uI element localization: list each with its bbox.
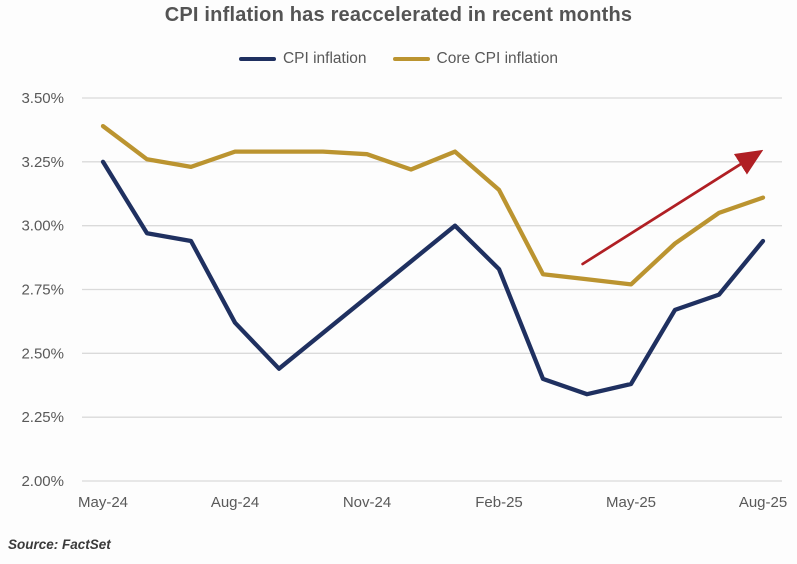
cpi-line-swatch <box>238 56 276 62</box>
x-axis-label: May-25 <box>606 494 656 511</box>
x-axis-label: May-24 <box>78 494 128 511</box>
legend-item-cpi: CPI inflation <box>238 50 367 68</box>
y-axis-labels: 3.50% 3.25% 3.00% 2.75% 2.50% 2.25% 2.00% <box>21 90 64 490</box>
legend-item-core-cpi: Core CPI inflation <box>392 50 559 68</box>
gridlines <box>82 97 782 482</box>
y-axis-label: 2.50% <box>21 345 64 362</box>
core-cpi-line-swatch <box>392 56 430 62</box>
source-note: Source: FactSet <box>8 537 111 552</box>
chart-title: CPI inflation has reaccelerated in recen… <box>164 4 633 26</box>
x-axis-label: Aug-24 <box>211 494 259 511</box>
trend-arrow <box>581 149 764 266</box>
x-axis-label: Nov-24 <box>343 494 391 511</box>
core-cpi-line <box>100 123 766 287</box>
y-axis-label: 2.00% <box>21 473 64 490</box>
y-axis-label: 2.25% <box>21 409 64 426</box>
x-axis-label: Feb-25 <box>475 494 523 511</box>
y-axis-label: 3.50% <box>21 90 64 107</box>
legend: CPI inflation Core CPI inflation <box>0 50 797 68</box>
legend-label-core-cpi: Core CPI inflation <box>436 50 559 67</box>
y-axis-label: 3.00% <box>21 218 64 235</box>
y-axis-label: 3.25% <box>21 154 64 171</box>
cpi-line <box>100 159 766 397</box>
x-axis-label: Aug-25 <box>739 494 787 511</box>
legend-label-cpi: CPI inflation <box>282 50 367 67</box>
y-axis-label: 2.75% <box>21 282 64 299</box>
x-axis-labels: May-24 Aug-24 Nov-24 Feb-25 May-25 Aug-25 <box>78 494 787 511</box>
